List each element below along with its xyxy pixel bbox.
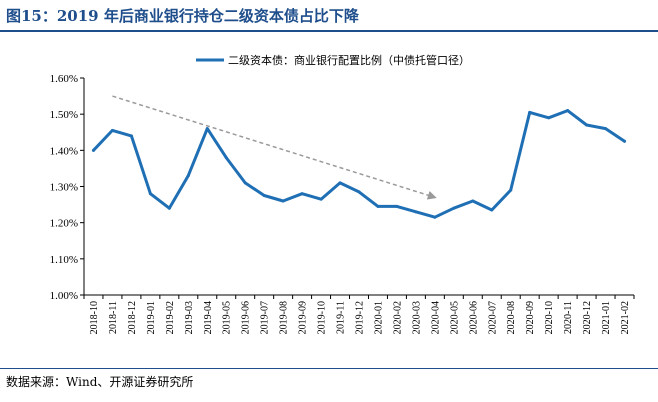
data-point (357, 190, 361, 194)
x-tick-label: 2020-12 (582, 301, 593, 334)
data-point (110, 128, 114, 132)
data-point (585, 123, 589, 127)
x-tick-label: 2019-11 (336, 301, 347, 334)
data-point (623, 139, 627, 143)
x-tick-label: 2020-02 (392, 301, 403, 334)
data-point (224, 156, 228, 160)
y-tick-label: 1.30% (50, 182, 78, 194)
x-tick-label: 2020-03 (411, 301, 422, 334)
data-point (604, 127, 608, 131)
series-line (92, 109, 626, 219)
x-tick-label: 2019-08 (279, 301, 290, 334)
x-tick-label: 2021-01 (601, 301, 612, 334)
legend: 二级资本债：商业银行配置比例（中债托管口径） (196, 53, 470, 67)
legend-label: 二级资本债：商业银行配置比例（中债托管口径） (228, 53, 470, 67)
x-tick-label: 2020-11 (563, 301, 574, 334)
data-point (148, 192, 152, 196)
x-tick-label: 2021-02 (620, 301, 631, 334)
figure-title: 图15：2019 年后商业银行持仓二级资本债占比下降 (6, 7, 359, 25)
y-tick-label: 1.10% (50, 254, 78, 266)
data-point (338, 181, 342, 185)
y-tick-label: 1.40% (50, 145, 78, 157)
y-tick-label: 1.50% (50, 109, 78, 121)
x-tick-label: 2019-05 (222, 301, 233, 334)
x-tick-label: 2019-04 (203, 301, 214, 334)
x-tick-label: 2020-04 (430, 301, 441, 334)
trend-annotation (112, 95, 437, 200)
data-point (547, 116, 551, 120)
data-point (281, 199, 285, 203)
x-tick-label: 2019-12 (355, 301, 366, 334)
data-point (167, 206, 171, 210)
y-axis: 1.00% 1.10% 1.20% 1.30% 1.40% 1.50% 1.60% (50, 73, 85, 302)
data-point (129, 134, 133, 138)
data-point (414, 210, 418, 214)
x-axis: 2018-10 2018-11 2018-12 2019-01 2019-02 2019-… (83, 294, 635, 334)
y-tick-label: 1.00% (50, 290, 78, 302)
x-tick-label: 2019-10 (317, 301, 328, 334)
data-point (243, 181, 247, 185)
x-tick-label: 2018-11 (108, 301, 119, 334)
data-point (452, 206, 456, 210)
x-tick-label: 2018-10 (89, 301, 100, 334)
plot-area (91, 109, 627, 219)
title-divider (0, 30, 658, 32)
data-point (186, 174, 190, 178)
data-point (205, 127, 209, 131)
x-tick-label: 2019-02 (165, 301, 176, 334)
y-tick-label: 1.20% (50, 218, 78, 230)
data-point (528, 110, 532, 114)
data-point (262, 194, 266, 198)
data-point (376, 204, 380, 208)
x-tick-label: 2019-01 (146, 301, 157, 334)
line-chart: 二级资本债：商业银行配置比例（中债托管口径） 1.00%1.10%1.20%1.… (50, 53, 635, 334)
x-tick-label: 2019-03 (184, 301, 195, 334)
data-point (509, 188, 513, 192)
data-point (91, 148, 95, 152)
source-note: 数据来源：Wind、开源证券研究所 (6, 375, 194, 389)
x-tick-label: 2020-06 (468, 301, 479, 334)
x-tick-label: 2020-01 (373, 301, 384, 334)
x-tick-label: 2020-09 (525, 301, 536, 334)
data-point (471, 199, 475, 203)
data-point (433, 215, 437, 219)
x-tick-label: 2020-07 (487, 301, 498, 334)
x-tick-label: 2020-05 (449, 301, 460, 334)
data-point (395, 204, 399, 208)
data-point (490, 208, 494, 212)
x-tick-label: 2019-09 (298, 301, 309, 334)
data-point (566, 109, 570, 113)
x-tick-label: 2018-12 (127, 301, 138, 334)
x-tick-label: 2020-08 (506, 301, 517, 334)
trend-arrow (112, 95, 437, 200)
data-point (300, 192, 304, 196)
y-tick-label: 1.60% (50, 73, 78, 85)
footer-divider (0, 368, 658, 369)
data-point (319, 197, 323, 201)
x-tick-label: 2019-07 (260, 301, 271, 334)
x-tick-label: 2019-06 (241, 301, 252, 334)
x-tick-label: 2020-10 (544, 301, 555, 334)
